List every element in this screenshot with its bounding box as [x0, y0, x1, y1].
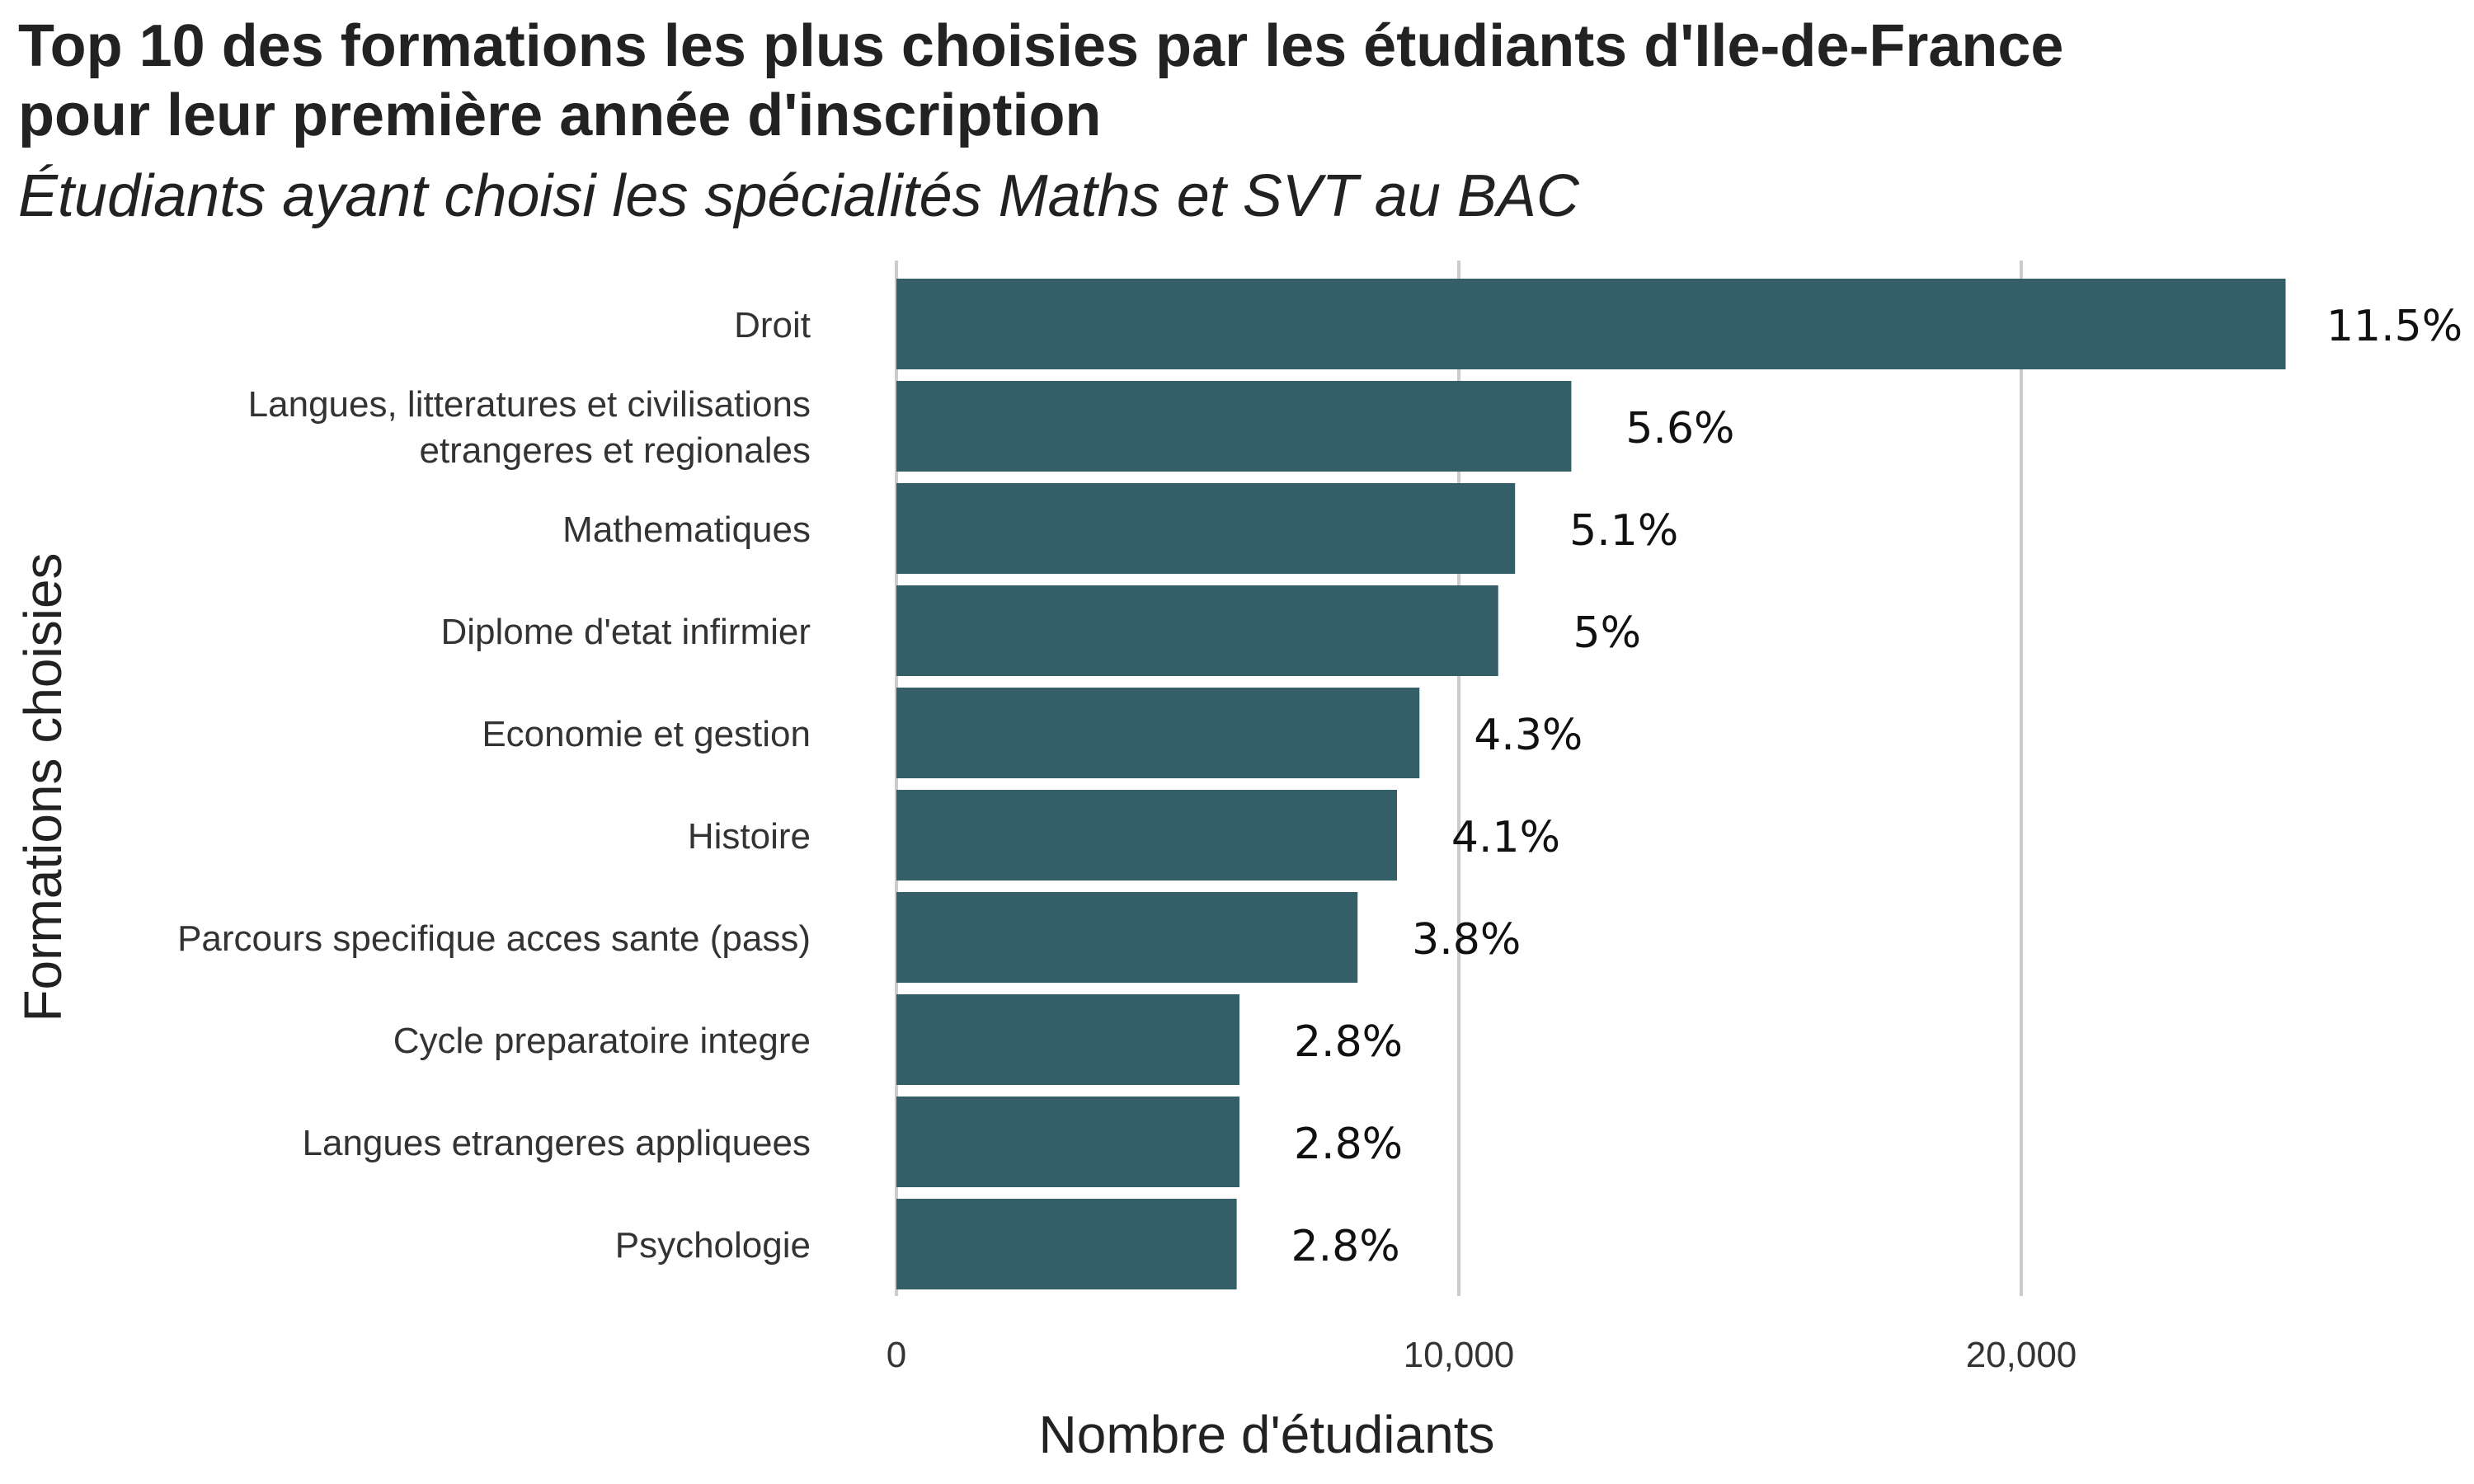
bar-2: [896, 483, 1516, 574]
data-labels: 11.5% 5.6% 5.1% 5% 4.3% 4.1% 3.8% 2.8% 2.8% 2.8%: [1291, 302, 2463, 1271]
data-label-3: 5%: [1573, 608, 1641, 658]
data-label-0: 11.5%: [2326, 302, 2462, 351]
bar-5: [896, 790, 1397, 881]
x-tick-label-2: 20,000: [1966, 1335, 2077, 1375]
bar-9: [896, 1199, 1237, 1289]
category-label-6: Parcours specifique acces sante (pass): [177, 918, 811, 959]
bar-7: [896, 994, 1240, 1085]
chart-title-line-1: Top 10 des formations les plus choisies …: [18, 13, 2064, 79]
category-label-8: Langues etrangeres appliquees: [303, 1123, 811, 1163]
bar-8: [896, 1097, 1240, 1187]
category-label-2: Mathematiques: [562, 510, 811, 550]
bar-6: [896, 892, 1358, 983]
data-label-6: 3.8%: [1412, 915, 1521, 965]
category-label-1: Langues, litteratures et civilisations et…: [248, 384, 811, 471]
chart-title: Top 10 des formations les plus choisies …: [18, 12, 2063, 150]
chart-subtitle: Étudiants ayant choisi les spécialités M…: [18, 163, 1579, 229]
x-tick-label-0: 0: [887, 1335, 906, 1375]
x-axis-ticks: 0 10,000 20,000: [887, 1335, 2077, 1375]
category-labels: Droit Langues, litteratures et civilisati…: [177, 305, 811, 1266]
bar-4: [896, 688, 1420, 778]
bar-0: [896, 279, 2286, 369]
y-axis-label: Formations choisies: [13, 552, 73, 1022]
data-label-5: 4.1%: [1451, 813, 1560, 862]
category-label-7: Cycle preparatoire integre: [393, 1021, 811, 1061]
category-label-9: Psychologie: [615, 1225, 811, 1266]
data-label-9: 2.8%: [1291, 1222, 1400, 1271]
data-label-1: 5.6%: [1625, 404, 1734, 453]
chart-title-line-2: pour leur première année d'inscription: [18, 82, 1102, 148]
x-axis-label: Nombre d'étudiants: [1038, 1405, 1495, 1464]
bar-1: [896, 381, 1572, 472]
x-tick-label-1: 10,000: [1404, 1335, 1515, 1375]
category-label-3: Diplome d'etat infirmier: [440, 612, 811, 652]
category-label-0: Droit: [734, 305, 811, 345]
data-label-7: 2.8%: [1294, 1017, 1403, 1067]
data-label-8: 2.8%: [1294, 1120, 1403, 1169]
data-label-4: 4.3%: [1474, 711, 1583, 760]
category-label-5: Histoire: [688, 816, 811, 857]
bar-3: [896, 585, 1498, 676]
bars: [896, 279, 2286, 1289]
category-label-4: Economie et gestion: [482, 714, 811, 754]
data-label-2: 5.1%: [1569, 506, 1678, 556]
